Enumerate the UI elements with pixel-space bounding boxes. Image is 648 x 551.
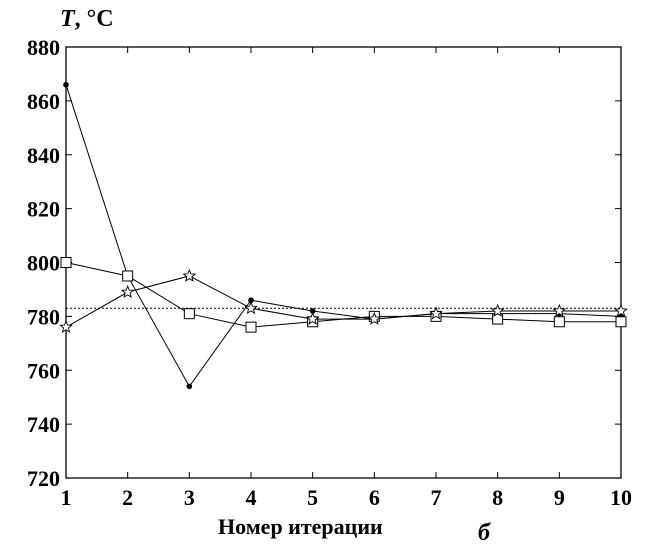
x-tick-label: 8 xyxy=(492,485,503,510)
data-point-dot xyxy=(63,81,69,88)
y-tick-label: 760 xyxy=(27,358,60,383)
y-tick-label: 820 xyxy=(27,197,60,222)
series-line-dot xyxy=(65,84,622,388)
x-tick-label: 5 xyxy=(307,485,318,510)
series-dot xyxy=(63,81,624,390)
series-layer xyxy=(59,81,628,390)
panel-label: б xyxy=(478,520,491,546)
data-point-square xyxy=(553,316,565,328)
data-point-star xyxy=(552,303,567,317)
data-point-star xyxy=(305,311,320,325)
data-point-star xyxy=(490,303,505,317)
y-axis-title: T, °C xyxy=(60,6,114,32)
x-tick-label: 9 xyxy=(554,485,565,510)
data-point-star xyxy=(182,268,197,282)
data-point-square xyxy=(183,308,195,320)
y-tick-labels: 720 740 760 780 800 820 840 860 880 xyxy=(27,35,60,491)
data-point-star xyxy=(429,306,443,320)
data-point-square xyxy=(60,257,72,268)
y-tick-label: 800 xyxy=(27,251,60,276)
x-tick-label: 10 xyxy=(610,485,632,510)
y-tick-label: 840 xyxy=(27,143,60,168)
x-tick-label: 1 xyxy=(61,485,72,510)
y-tick-label: 720 xyxy=(27,466,60,491)
data-point-star xyxy=(120,284,135,298)
data-point-square xyxy=(122,270,134,282)
data-point-dot xyxy=(186,383,193,390)
x-tick-label: 2 xyxy=(122,485,133,510)
data-point-square xyxy=(245,321,257,333)
data-point-star xyxy=(614,303,628,317)
y-tick-label: 880 xyxy=(27,35,60,60)
data-point-star xyxy=(244,301,258,315)
data-point-star xyxy=(59,319,73,333)
plot-frame xyxy=(65,46,622,479)
data-point-square xyxy=(615,316,627,328)
x-tick-label: 3 xyxy=(184,485,195,510)
tick-marks xyxy=(65,46,622,479)
series-line-star xyxy=(65,275,621,328)
x-tick-labels: 1 2 3 4 5 6 7 8 9 10 xyxy=(61,485,633,510)
x-tick-label: 4 xyxy=(246,485,257,510)
x-tick-label: 6 xyxy=(369,485,380,510)
y-tick-label: 740 xyxy=(27,412,60,437)
data-point-star xyxy=(367,311,382,325)
data-point-dot xyxy=(248,297,254,304)
series-star xyxy=(59,268,628,333)
y-axis-variable: T xyxy=(60,6,76,32)
series-square xyxy=(60,257,627,333)
y-tick-label: 780 xyxy=(27,304,60,329)
y-axis-unit: , °C xyxy=(75,6,114,32)
data-point-dot xyxy=(309,308,316,314)
y-tick-label: 860 xyxy=(27,89,60,114)
x-tick-label: 7 xyxy=(431,485,442,510)
series-line-square xyxy=(65,262,621,328)
x-axis-title: Номер итерации xyxy=(218,514,383,539)
